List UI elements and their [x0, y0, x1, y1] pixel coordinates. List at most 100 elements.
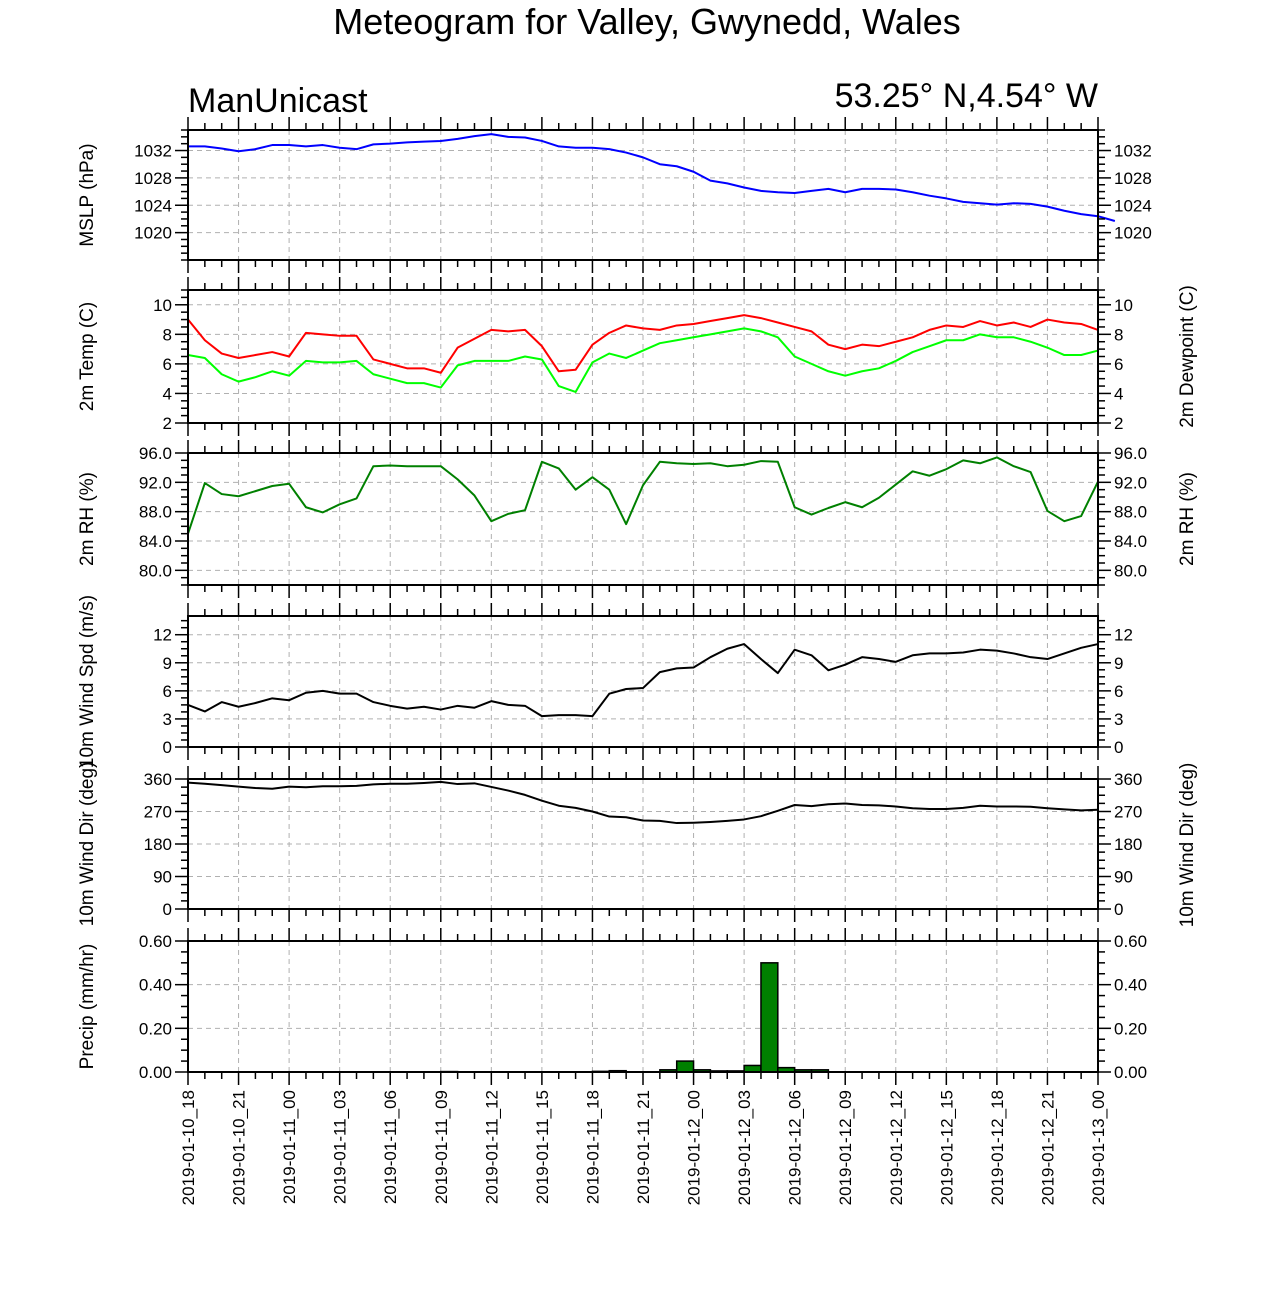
- y-tick-label-left: 0.00: [139, 1063, 172, 1082]
- y-tick-label-left: 1020: [134, 224, 172, 243]
- y-tick-label-right: 8: [1114, 325, 1123, 344]
- precip-bar: [760, 962, 779, 1073]
- x-tick-label: 2019-01-11_15: [533, 1090, 552, 1204]
- y-tick-label-right: 0: [1114, 900, 1123, 919]
- x-tick-label: 2019-01-11_06: [381, 1090, 400, 1204]
- y-tick-label-right: 0.00: [1114, 1063, 1147, 1082]
- y-tick-label-left: 3: [163, 710, 172, 729]
- y-axis-label-right: 2m RH (%): [1177, 472, 1198, 566]
- y-tick-label-right: 3: [1114, 710, 1123, 729]
- y-tick-label-right: 0: [1114, 738, 1123, 757]
- y-tick-label-left: 8: [163, 325, 172, 344]
- y-tick-label-right: 4: [1114, 384, 1123, 403]
- model-label: ManUnicast: [188, 82, 368, 120]
- y-tick-label-left: 9: [163, 654, 172, 673]
- y-tick-label-left: 80.0: [139, 561, 172, 580]
- y-axis-label: 2m RH (%): [77, 472, 98, 566]
- x-tick-label: 2019-01-12_12: [887, 1090, 906, 1205]
- y-tick-label-left: 4: [163, 384, 172, 403]
- y-tick-label-left: 12: [153, 626, 172, 645]
- y-tick-label-left: 92.0: [139, 473, 172, 492]
- x-tick-label: 2019-01-11_09: [432, 1090, 451, 1204]
- x-tick-label: 2019-01-12_18: [988, 1090, 1007, 1205]
- y-tick-label-right: 1032: [1114, 142, 1152, 161]
- y-axis-label: 10m Wind Spd (m/s): [77, 595, 98, 768]
- x-tick-label: 2019-01-11_03: [331, 1090, 350, 1204]
- y-tick-label-left: 88.0: [139, 503, 172, 522]
- y-tick-label-right: 0.60: [1114, 932, 1147, 951]
- y-tick-label-left: 360: [144, 770, 172, 789]
- y-axis-label: 2m Temp (C): [77, 302, 98, 411]
- x-tick-label: 2019-01-11_18: [583, 1090, 602, 1204]
- y-tick-label-right: 84.0: [1114, 532, 1147, 551]
- panel-0: 1020 1020 1024 1024 1028 1028 1032 1032 MSLP (hP…: [77, 117, 1152, 273]
- x-axis-labels: 2019-01-10_18 2019-01-10_21 2019-01-11_00 2…: [179, 1090, 1108, 1205]
- y-axis-label-right: 2m Dewpoint (C): [1177, 285, 1198, 428]
- y-tick-label-right: 6: [1114, 682, 1123, 701]
- y-tick-label-left: 0.40: [139, 976, 172, 995]
- y-tick-label-left: 1024: [134, 196, 172, 215]
- y-tick-label-right: 180: [1114, 835, 1142, 854]
- panel-1: 2 2 4 4 6 6 8 8 10 10 2m Temp (C) 2m Dewpoint (C): [77, 277, 1198, 436]
- panel-2: 80.0 80.0 84.0 84.0 88.0 88.0 92.0 92.0 96.0 96.0…: [77, 440, 1147, 598]
- series-line-0: [187, 314, 1099, 374]
- y-tick-label-left: 180: [144, 835, 172, 854]
- y-tick-label-left: 270: [144, 803, 172, 822]
- y-tick-label-left: 0: [163, 738, 172, 757]
- y-axis-label: MSLP (hPa): [77, 143, 98, 246]
- y-tick-label-right: 88.0: [1114, 503, 1147, 522]
- x-tick-label: 2019-01-10_18: [179, 1090, 198, 1205]
- y-tick-label-right: 1024: [1114, 196, 1152, 215]
- precip-bar: [675, 1060, 695, 1073]
- x-tick-label: 2019-01-11_21: [634, 1090, 653, 1204]
- y-tick-label-right: 270: [1114, 803, 1142, 822]
- y-tick-label-right: 0.40: [1114, 976, 1147, 995]
- y-tick-label-left: 0.20: [139, 1019, 172, 1038]
- y-tick-label-right: 92.0: [1114, 473, 1147, 492]
- y-tick-label-left: 2: [163, 414, 172, 433]
- y-tick-label-right: 2: [1114, 414, 1123, 433]
- y-tick-label-left: 1032: [134, 142, 172, 161]
- y-axis-label: 10m Wind Dir (deg): [77, 762, 98, 927]
- x-tick-label: 2019-01-10_21: [230, 1090, 249, 1205]
- chart-title: Meteogram for Valley, Gwynedd, Wales: [333, 1, 961, 42]
- y-tick-label-right: 90: [1114, 868, 1133, 887]
- y-tick-label-right: 6: [1114, 355, 1123, 374]
- series-line-0: [187, 456, 1099, 534]
- series-line-0: [188, 133, 1116, 222]
- y-tick-label-left: 90: [153, 868, 172, 887]
- series-line-0: [187, 643, 1099, 718]
- x-tick-label: 2019-01-11_00: [280, 1090, 299, 1204]
- y-tick-label-left: 0: [163, 900, 172, 919]
- y-axis-label: Precip (mm/hr): [77, 944, 98, 1070]
- x-tick-label: 2019-01-12_06: [786, 1090, 805, 1205]
- x-tick-label: 2019-01-12_03: [735, 1090, 754, 1205]
- y-tick-label-right: 9: [1114, 654, 1123, 673]
- x-tick-label: 2019-01-11_12: [482, 1090, 501, 1204]
- x-tick-label: 2019-01-12_21: [1038, 1090, 1057, 1205]
- x-tick-label: 2019-01-12_09: [836, 1090, 855, 1205]
- x-tick-label: 2019-01-12_00: [685, 1090, 704, 1205]
- y-axis-label-right: 10m Wind Dir (deg): [1177, 763, 1198, 928]
- y-tick-label-right: 12: [1114, 626, 1133, 645]
- y-tick-label-left: 1028: [134, 169, 172, 188]
- y-tick-label-right: 1028: [1114, 169, 1152, 188]
- panel-3: 0 0 3 3 6 6 9 9 12 12 10m Wind Spd (m/s): [77, 595, 1133, 768]
- series-line-0: [187, 780, 1099, 825]
- y-tick-label-right: 80.0: [1114, 561, 1147, 580]
- panel-4: 0 0 90 90 180 180 270 270 360 360 10m Wind Dir (de…: [77, 762, 1142, 927]
- y-tick-label-left: 0.60: [139, 932, 172, 951]
- y-tick-label-left: 96.0: [139, 444, 172, 463]
- series-line-1: [187, 327, 1099, 393]
- y-tick-label-left: 6: [163, 355, 172, 374]
- x-tick-label: 2019-01-12_15: [937, 1090, 956, 1205]
- y-tick-label-right: 0.20: [1114, 1019, 1147, 1038]
- y-tick-label-right: 96.0: [1114, 444, 1147, 463]
- y-tick-label-right: 10: [1114, 296, 1133, 315]
- panel-5: 0.00 0.00 0.20 0.20 0.40 0.40 0.60 0.60 Precip (…: [77, 928, 1147, 1085]
- x-tick-label: 2019-01-13_00: [1089, 1090, 1108, 1205]
- y-tick-label-left: 6: [163, 682, 172, 701]
- y-tick-label-right: 360: [1114, 770, 1142, 789]
